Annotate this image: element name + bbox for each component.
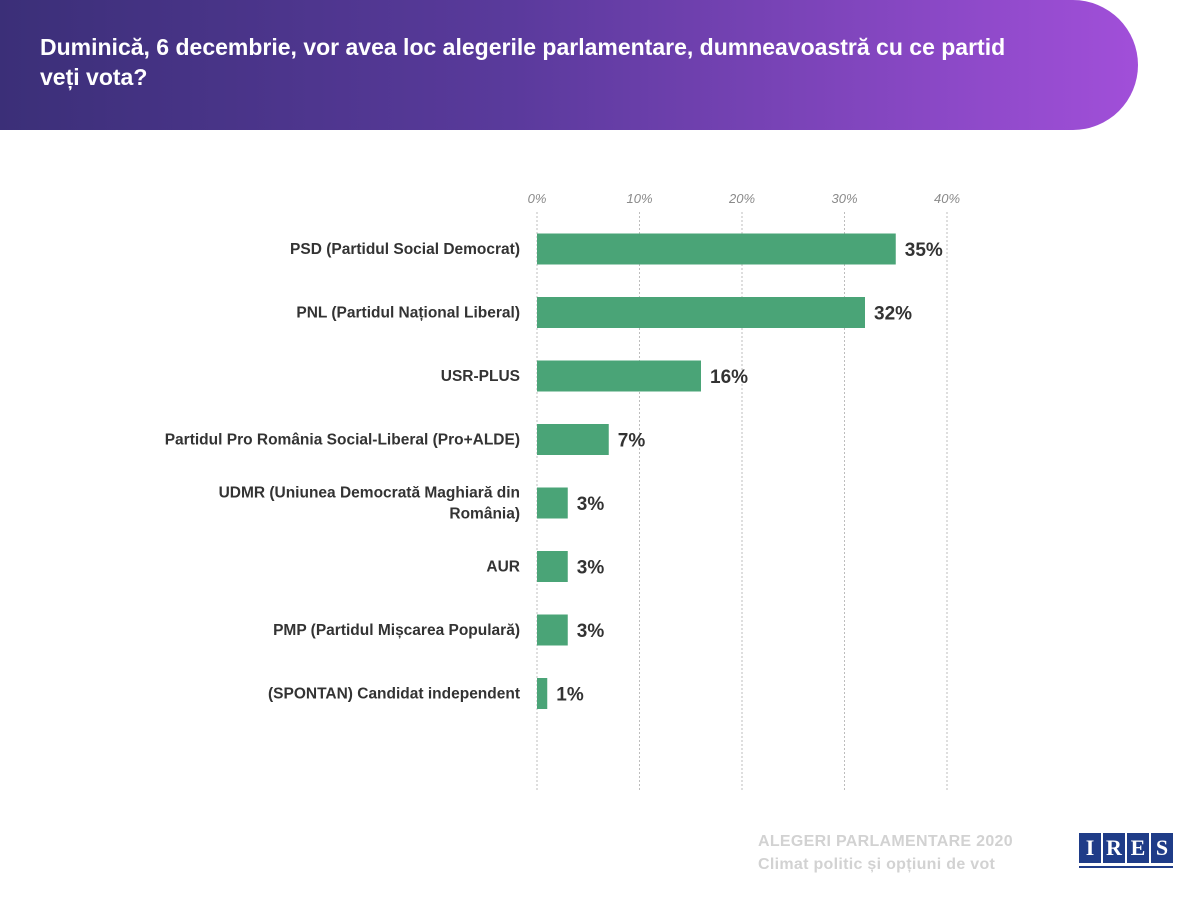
tick-label: 0% (528, 191, 547, 206)
data-label: 35% (905, 240, 943, 261)
logo-letter: E (1127, 833, 1149, 863)
tick-label: 10% (626, 191, 652, 206)
category-label-line: PMP (Partidul Mișcarea Populară) (273, 622, 520, 639)
tick-label: 40% (934, 191, 960, 206)
category-label: (SPONTAN) Candidat independent (268, 686, 520, 703)
footer-caption: ALEGERI PARLAMENTARE 2020 Climat politic… (758, 830, 1058, 876)
bar (537, 424, 609, 455)
category-label-line: UDMR (Uniunea Democrată Maghiară din (219, 485, 520, 502)
category-label: PMP (Partidul Mișcarea Populară) (273, 622, 520, 639)
category-label: PSD (Partidul Social Democrat) (290, 241, 520, 258)
footer-line-1: ALEGERI PARLAMENTARE 2020 (758, 833, 1013, 850)
logo-letter: S (1151, 833, 1173, 863)
question-title: Duminică, 6 decembrie, vor avea loc aleg… (40, 34, 1006, 90)
bar (537, 551, 568, 582)
category-label: UDMR (Uniunea Democrată Maghiară din Româ… (219, 485, 520, 523)
data-label: 3% (577, 494, 605, 515)
data-label: 3% (577, 621, 605, 642)
bar (537, 614, 568, 646)
tick-label: 30% (831, 191, 857, 206)
data-label: 3% (577, 558, 605, 579)
category-label-line: România) (449, 506, 520, 523)
ires-logo: I R E S (1079, 833, 1173, 873)
data-label: 16% (710, 367, 748, 388)
logo-letter: R (1103, 833, 1125, 863)
bar (537, 360, 701, 392)
bar (537, 297, 865, 328)
data-label: 32% (874, 304, 912, 325)
category-label-line: Partidul Pro România Social-Liberal (Pro… (165, 432, 520, 449)
logo-rule (1079, 866, 1173, 868)
logo-letter: I (1079, 833, 1101, 863)
category-label-line: AUR (486, 559, 520, 576)
category-label-line: USR-PLUS (441, 368, 520, 385)
category-label: AUR (486, 559, 520, 576)
bar (537, 487, 568, 519)
footer-line-2: Climat politic și opțiuni de vot (758, 856, 996, 873)
category-label: USR-PLUS (441, 368, 520, 385)
data-label: 7% (618, 431, 646, 452)
bar (537, 678, 548, 709)
category-label: PNL (Partidul Național Liberal) (296, 305, 520, 322)
bar (537, 233, 896, 265)
category-label: Partidul Pro România Social-Liberal (Pro… (165, 432, 520, 449)
category-label-line: PSD (Partidul Social Democrat) (290, 241, 520, 258)
tick-label: 20% (728, 191, 755, 206)
category-label-line: (SPONTAN) Candidat independent (268, 686, 520, 703)
header-banner: Duminică, 6 decembrie, vor avea loc aleg… (0, 0, 1138, 130)
data-label: 1% (556, 685, 584, 706)
category-label-line: PNL (Partidul Național Liberal) (296, 305, 520, 322)
